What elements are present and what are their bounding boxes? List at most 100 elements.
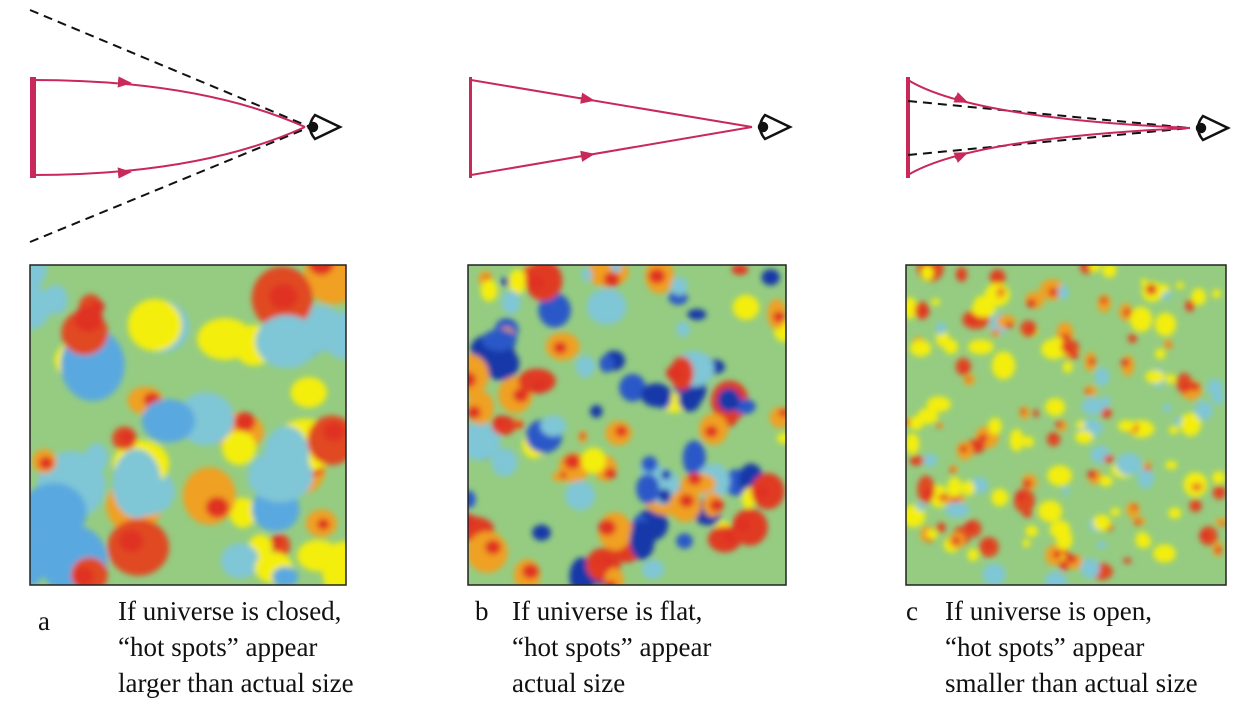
map-blob — [1065, 346, 1072, 353]
dashed-line — [30, 10, 310, 127]
map-blob — [1212, 471, 1225, 484]
map-blob — [112, 449, 161, 518]
map-blob — [587, 288, 627, 324]
eye — [309, 115, 340, 139]
map-blob — [1199, 531, 1209, 540]
map-blob — [1016, 492, 1026, 501]
map-blob — [937, 424, 941, 428]
panel-letter: b — [475, 596, 489, 626]
map-blob — [1063, 361, 1073, 372]
caption-line: If universe is open, — [945, 596, 1152, 626]
map-blob — [777, 433, 792, 444]
map-blob — [206, 497, 229, 518]
map-blob — [1038, 500, 1062, 522]
map-blob — [1130, 307, 1152, 332]
map-blob — [1026, 299, 1036, 308]
map-blob — [222, 431, 256, 465]
map-blob — [221, 543, 259, 578]
map-blob — [494, 416, 505, 426]
sky-map-closed — [10, 242, 366, 599]
dashed-line — [908, 101, 1190, 128]
map-blob — [1053, 550, 1062, 558]
map-blob — [658, 489, 671, 503]
map-blob — [1126, 502, 1140, 517]
map-blob — [1174, 417, 1182, 425]
eye — [1197, 116, 1228, 140]
map-blob — [705, 426, 718, 438]
map-blob — [1020, 409, 1026, 414]
map-blob — [916, 502, 925, 511]
map-blob — [754, 485, 769, 498]
map-blob — [927, 530, 938, 540]
map-blob — [1215, 547, 1222, 553]
object-bar — [469, 77, 472, 178]
map-blob — [604, 468, 616, 479]
map-blob — [987, 572, 995, 582]
map-blob — [560, 472, 567, 478]
arrow — [118, 82, 125, 83]
map-blob — [710, 499, 724, 512]
map-blob — [1138, 468, 1154, 489]
map-blob — [1116, 453, 1142, 476]
map-blob — [1163, 404, 1172, 413]
light-ray — [908, 128, 1190, 175]
map-blob — [923, 454, 937, 467]
map-blob — [1050, 520, 1071, 538]
map-blob — [272, 567, 298, 587]
map-blob — [1149, 285, 1154, 289]
map-blob — [594, 559, 602, 566]
arrow — [118, 173, 125, 174]
map-blob — [540, 415, 566, 436]
map-blob — [971, 441, 981, 450]
map-blob — [968, 549, 979, 562]
map-blob — [119, 530, 143, 552]
map-blob — [1124, 559, 1128, 563]
map-blob — [271, 535, 283, 546]
sky-map-open — [901, 254, 1227, 594]
map-blob — [666, 365, 683, 380]
map-blob — [317, 519, 329, 530]
map-blob — [910, 340, 931, 356]
map-blob — [962, 481, 975, 496]
map-blob — [459, 514, 476, 529]
map-blob — [649, 269, 666, 284]
map-blob — [599, 355, 614, 373]
dashed-line — [30, 127, 310, 242]
map-blob — [269, 284, 297, 309]
map-blob — [661, 470, 671, 480]
map-blob — [993, 331, 997, 335]
light-ray — [33, 127, 305, 175]
map-blob — [467, 406, 481, 419]
map-blob — [590, 405, 602, 418]
eye — [759, 115, 790, 139]
map-blob — [578, 361, 591, 378]
map-blob — [142, 399, 195, 443]
map-blob — [1075, 430, 1093, 443]
map-blob — [1048, 288, 1058, 297]
map-blob — [1155, 313, 1176, 336]
light-ray — [33, 80, 305, 127]
map-blob — [1082, 397, 1105, 415]
map-blob — [1141, 279, 1148, 285]
map-blob — [1045, 571, 1067, 594]
map-blob — [1135, 520, 1141, 525]
caption-line: If universe is closed, — [118, 596, 341, 626]
map-blob — [921, 265, 933, 280]
map-blob — [687, 309, 706, 320]
map-blob — [905, 433, 919, 454]
map-blob — [604, 580, 617, 592]
map-blob — [679, 494, 694, 507]
map-blob — [309, 253, 334, 276]
caption-line: “hot spots” appear — [118, 632, 317, 662]
map-blob — [974, 296, 990, 312]
map-blob — [1055, 421, 1062, 428]
map-blob — [961, 364, 968, 371]
map-blob — [1000, 289, 1005, 293]
ray-diagram-flat — [469, 77, 790, 178]
panel-letter: a — [38, 606, 50, 636]
map-blob — [967, 315, 978, 325]
caption-line: If universe is flat, — [512, 596, 702, 626]
map-blob — [992, 351, 1015, 379]
map-blob — [323, 422, 345, 442]
map-blob — [923, 489, 934, 499]
